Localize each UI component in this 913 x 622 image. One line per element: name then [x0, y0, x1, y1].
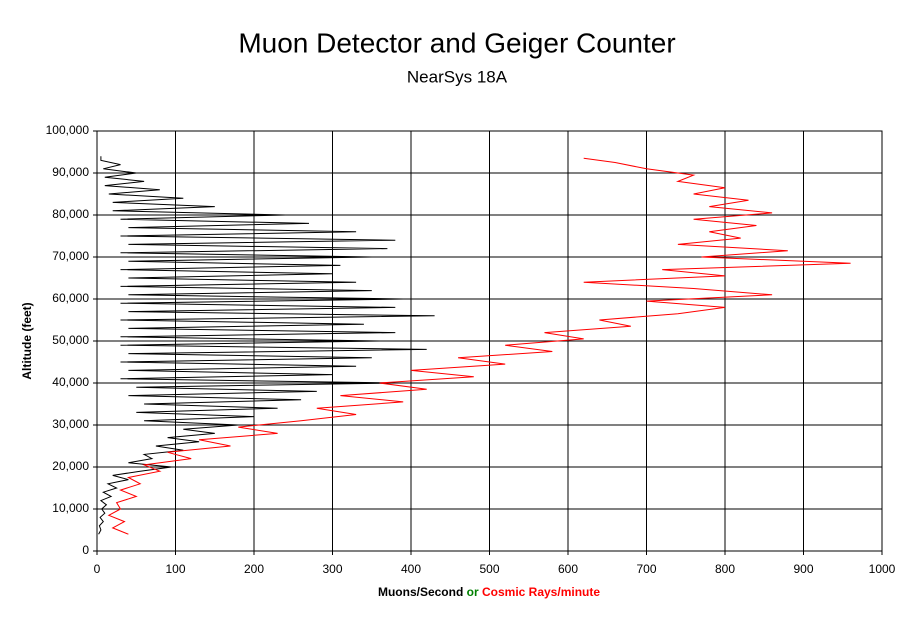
x-tick-label: 900 — [793, 562, 813, 576]
y-axis-label: Altitude (feet) — [20, 302, 34, 379]
chart-subtitle: NearSys 18A — [407, 67, 508, 86]
y-tick-label: 40,000 — [52, 375, 89, 389]
x-axis-label-part: Cosmic Rays/minute — [482, 585, 600, 599]
x-tick-label: 500 — [479, 562, 499, 576]
x-tick-label: 800 — [715, 562, 735, 576]
chart-title: Muon Detector and Geiger Counter — [238, 27, 675, 58]
y-tick-label: 100,000 — [46, 123, 90, 137]
x-axis-label-part: Muons/Second — [378, 585, 463, 599]
x-axis-label: Muons/Second or Cosmic Rays/minute — [378, 585, 600, 599]
x-tick-label: 600 — [558, 562, 578, 576]
x-tick-label: 400 — [401, 562, 421, 576]
x-tick-label: 200 — [244, 562, 264, 576]
x-tick-label: 1000 — [869, 562, 896, 576]
y-tick-label: 70,000 — [52, 249, 89, 263]
y-tick-label: 60,000 — [52, 291, 89, 305]
y-tick-label: 50,000 — [52, 333, 89, 347]
x-tick-label: 100 — [165, 562, 185, 576]
y-tick-label: 80,000 — [52, 207, 89, 221]
y-tick-label: 20,000 — [52, 459, 89, 473]
x-tick-label: 0 — [94, 562, 101, 576]
y-tick-label: 30,000 — [52, 417, 89, 431]
x-tick-label: 300 — [322, 562, 342, 576]
x-axis-label-part: or — [467, 585, 479, 599]
x-tick-label: 700 — [636, 562, 656, 576]
series-line — [98, 156, 435, 535]
y-tick-label: 0 — [82, 543, 89, 557]
y-tick-label: 90,000 — [52, 165, 89, 179]
series-line — [107, 157, 851, 535]
y-tick-label: 10,000 — [52, 501, 89, 515]
